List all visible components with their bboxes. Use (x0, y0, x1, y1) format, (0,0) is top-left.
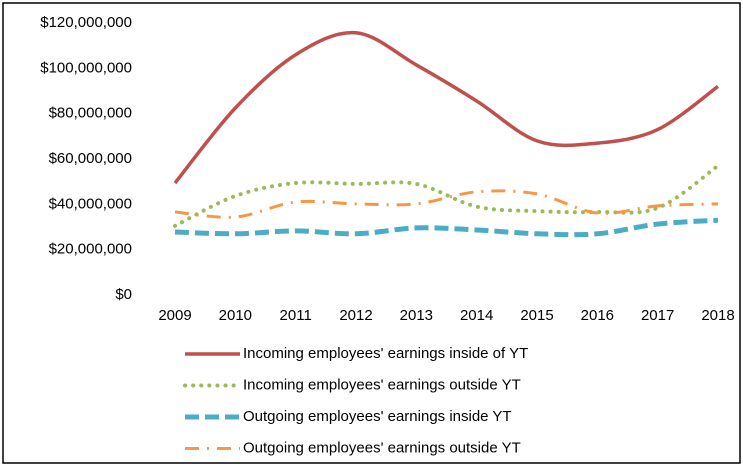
x-tick-label: 2009 (158, 307, 191, 324)
series-line (174, 217, 719, 238)
x-tick-label: 2011 (280, 307, 312, 324)
y-tick-label: $0 (115, 286, 132, 303)
series-line (173, 163, 720, 228)
legend-label: Incoming employees' earnings inside of Y… (243, 345, 528, 362)
x-tick-label: 2015 (520, 307, 553, 324)
y-tick-label: $40,000,000 (49, 195, 132, 212)
series-line (174, 189, 719, 219)
y-tick-label: $120,000,000 (40, 14, 132, 31)
y-tick-label: $20,000,000 (49, 241, 132, 258)
x-tick-label: 2010 (219, 307, 252, 324)
legend-label: Outgoing employees' earnings inside YT (243, 408, 512, 425)
series-line (173, 30, 720, 185)
x-tick-label: 2013 (400, 307, 433, 324)
x-tick-label: 2018 (701, 307, 734, 324)
x-tick-label: 2016 (581, 307, 614, 324)
x-tick-label: 2017 (641, 307, 674, 324)
x-tick-label: 2014 (460, 307, 493, 324)
y-tick-label: $80,000,000 (49, 105, 132, 122)
y-tick-label: $60,000,000 (49, 150, 132, 167)
x-tick-label: 2012 (339, 307, 372, 324)
legend-label: Incoming employees' earnings outside YT (243, 376, 521, 393)
legend-label: Outgoing employees' earnings outside YT (243, 439, 521, 456)
y-tick-label: $100,000,000 (40, 59, 132, 76)
